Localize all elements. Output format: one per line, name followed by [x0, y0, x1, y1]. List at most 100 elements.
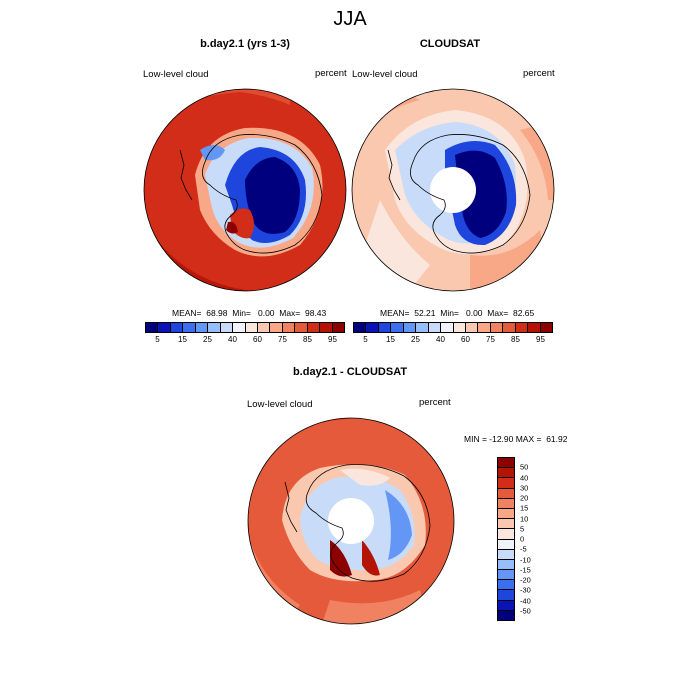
obs-colorbar: 5 15 25 40 60 75 85 95 [353, 322, 553, 345]
diff-polar-hole [328, 498, 374, 544]
obs-colorbar-swatch [540, 323, 552, 332]
diff-panel-title: b.day2.1 - CLOUDSAT [292, 366, 408, 378]
model-colorbar-swatch [183, 323, 196, 332]
diff-colorbar-swatch [498, 529, 514, 540]
model-stats: MEAN= 68.98 Min= 0.00 Max= 98.43 [172, 308, 327, 318]
diff-colorbar-swatch [498, 458, 514, 469]
model-colorbar-tick-label: 60 [253, 335, 262, 344]
model-colorbar-swatch [220, 323, 234, 332]
diff-colorbar-tick-label: 20 [520, 493, 529, 503]
diff-colorbar-swatch [498, 580, 514, 591]
model-colorbar-swatch [282, 323, 296, 332]
diff-colorbar-swatch [498, 559, 514, 571]
diff-colorbar-swatch [498, 498, 514, 509]
diff-colorbar-swatch [498, 590, 514, 601]
obs-panel-title: CLOUDSAT [419, 38, 481, 50]
diff-colorbar-tick-label: 5 [520, 524, 525, 534]
diff-colorbar-swatch [498, 539, 514, 550]
diff-colorbar-tick-label: 40 [520, 473, 529, 482]
model-colorbar-swatch [295, 323, 308, 332]
model-colorbar-swatch [257, 323, 271, 332]
diff-colorbar-tick-label: 0 [520, 534, 525, 544]
model-colorbar-tick-label: 95 [328, 335, 337, 344]
obs-colorbar-swatch [391, 323, 404, 332]
figure-title: JJA [333, 8, 367, 30]
obs-colorbar-tick-label: 40 [436, 335, 445, 344]
model-colorbar-swatch [208, 323, 221, 332]
model-colorbar: 5 15 25 40 60 75 85 95 [145, 322, 345, 345]
obs-colorbar-tick-label: 15 [386, 335, 395, 344]
model-colorbar-swatch [245, 323, 258, 332]
model-colorbar-swatch [270, 323, 283, 332]
diff-colorbar-tick-label: -15 [520, 565, 531, 575]
diff-map-border [247, 417, 455, 625]
obs-colorbar-tick-label: 95 [536, 335, 545, 344]
diff-colorbar-tick-label: -10 [520, 555, 531, 564]
obs-variable-label: Low-level cloud [352, 69, 418, 80]
obs-colorbar-swatch [528, 323, 541, 332]
diff-variable-label: Low-level cloud [247, 399, 313, 410]
model-colorbar-swatch [158, 323, 171, 332]
obs-colorbar-swatch [515, 323, 529, 332]
diff-colorbar-tick-label: 15 [520, 503, 529, 513]
model-colorbar-swatch [307, 323, 321, 332]
model-colorbar-swatch [170, 323, 184, 332]
diff-colorbar-swatch [498, 508, 514, 520]
obs-colorbar-swatch [428, 323, 442, 332]
diff-colorbar [497, 457, 515, 621]
obs-polar-hole [430, 167, 476, 213]
diff-south-america-coastline [284, 481, 298, 533]
obs-colorbar-tick-label: 60 [461, 335, 470, 344]
obs-colorbar-tick-label: 5 [363, 335, 368, 344]
model-colorbar-tick-label: 75 [278, 335, 287, 344]
obs-colorbar-swatch [465, 323, 479, 332]
obs-colorbar-tick-label: 25 [411, 335, 420, 344]
diff-colorbar-swatch [498, 549, 514, 560]
obs-colorbar-swatch [503, 323, 516, 332]
model-colorbar-tick-label: 40 [228, 335, 237, 344]
diff-colorbar-swatch [498, 468, 514, 479]
diff-colorbar-tick-label: -40 [520, 596, 531, 605]
model-variable-label: Low-level cloud [143, 69, 209, 80]
diff-colorbar-tick-label: 30 [520, 483, 529, 493]
obs-colorbar-swatch [441, 323, 454, 332]
diff-stats: MIN = -12.90 MAX = 61.92 [464, 434, 568, 444]
model-colorbar-tick-label: 25 [203, 335, 212, 344]
model-colorbar-swatch [195, 323, 209, 332]
diff-colorbar-tick-label: -20 [520, 575, 531, 585]
diff-colorbar-tick-label: -50 [520, 606, 531, 616]
model-colorbar-tick-label: 5 [155, 335, 160, 344]
obs-colorbar-swatch [453, 323, 466, 332]
diff-colorbar-swatch [498, 610, 514, 620]
model-units-label: percent [315, 68, 347, 79]
diff-colorbar-tick-label: 10 [520, 514, 529, 523]
diff-colorbar-tick-label: -5 [520, 544, 527, 554]
obs-colorbar-swatch [478, 323, 491, 332]
diff-colorbar-tick-label: 50 [520, 462, 529, 472]
obs-colorbar-tick-label: 75 [486, 335, 495, 344]
model-colorbar-swatch [332, 323, 344, 332]
model-colorbar-swatch [146, 323, 159, 332]
obs-map-border [351, 88, 555, 292]
diff-colorbar-swatch [498, 478, 514, 489]
model-colorbar-swatch [233, 323, 246, 332]
obs-colorbar-swatch [378, 323, 392, 332]
obs-colorbar-swatch [490, 323, 504, 332]
model-map-border [143, 88, 347, 292]
diff-colorbar-swatch [498, 519, 514, 530]
diff-colorbar-swatch [498, 488, 514, 499]
model-antarctic-core [245, 157, 300, 234]
obs-antarctic-core [455, 150, 507, 238]
model-colorbar-tick-label: 15 [178, 335, 187, 344]
model-antarctica-coastline [202, 134, 323, 254]
obs-south-america-coastline [387, 149, 401, 201]
obs-colorbar-swatch [416, 323, 429, 332]
obs-stats: MEAN= 52.21 Min= 0.00 Max= 82.65 [380, 308, 535, 318]
diff-colorbar-swatch [498, 570, 514, 581]
obs-colorbar-swatch [403, 323, 417, 332]
obs-colorbar-swatch [366, 323, 379, 332]
model-colorbar-tick-label: 85 [303, 335, 312, 344]
